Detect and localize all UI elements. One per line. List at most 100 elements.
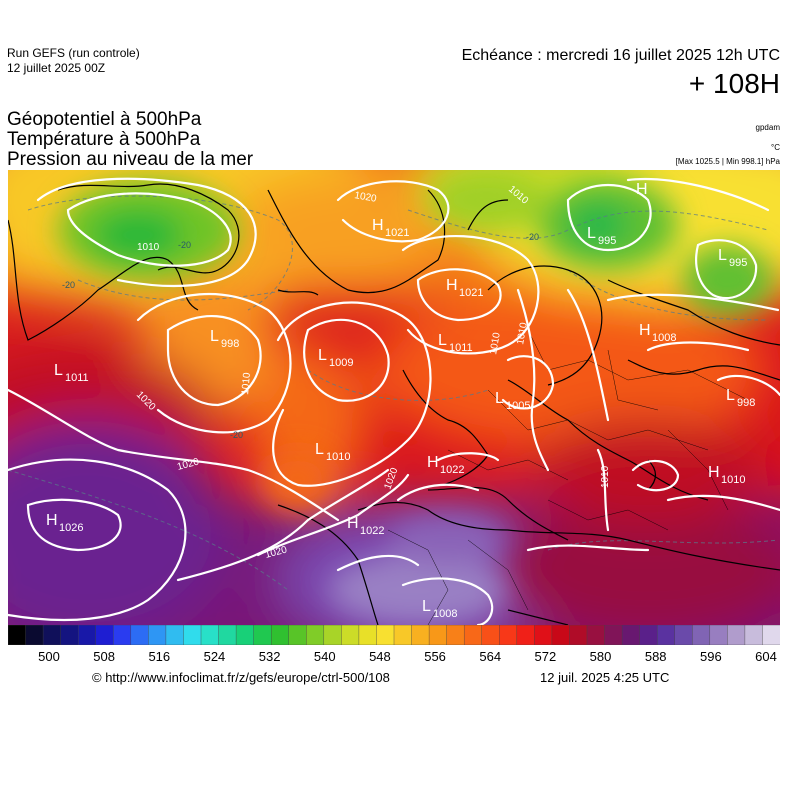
svg-text:H: H — [708, 464, 720, 481]
svg-text:H: H — [446, 277, 458, 294]
colorbar-tick-label: 540 — [313, 649, 336, 664]
colorbar — [8, 625, 780, 645]
svg-text:1021: 1021 — [459, 287, 483, 299]
weather-map: 1020 1010 1010 1020 1020 1020 1010 1010 … — [8, 170, 780, 625]
svg-text:L: L — [54, 362, 63, 379]
coastlines — [8, 183, 780, 625]
pressure-centers: H 1021 H 1021 H 1008 H 1022 H 1022 H 1026 H 101… — [46, 181, 755, 620]
colorbar-swatch — [113, 625, 132, 645]
colorbar-tick-label: 564 — [479, 649, 502, 664]
run-title: Run GEFS (run controle) — [7, 46, 140, 60]
svg-text:1011: 1011 — [449, 342, 473, 354]
svg-text:L: L — [438, 332, 447, 349]
colorbar-swatch — [428, 625, 448, 645]
colorbar-swatch — [341, 625, 360, 645]
colorbar-tick-label: 572 — [534, 649, 557, 664]
colorbar-swatch — [481, 625, 501, 645]
low-pressure-center: L 1010 — [315, 441, 350, 463]
high-pressure-center: H 1022 — [427, 454, 464, 476]
colorbar-swatch — [42, 625, 62, 645]
isotherm-label: -20 — [526, 232, 539, 242]
svg-text:L: L — [422, 598, 431, 615]
colorbar-swatch — [288, 625, 308, 645]
svg-text:1021: 1021 — [385, 227, 409, 239]
isobar-label: 1010 — [488, 331, 503, 355]
svg-text:998: 998 — [737, 397, 755, 409]
colorbar-swatch — [621, 625, 641, 645]
colorbar-swatch — [130, 625, 150, 645]
colorbar-swatch — [218, 625, 237, 645]
colorbar-tick-label: 580 — [589, 649, 612, 664]
colorbar-swatch — [253, 625, 272, 645]
isobar-label: 1010 — [515, 321, 530, 345]
svg-text:H: H — [427, 454, 439, 471]
param-pressure: Pression au niveau de la mer — [7, 149, 254, 170]
colorbar-tick-label: 548 — [369, 649, 391, 664]
colorbar-swatch — [762, 625, 780, 645]
svg-text:1008: 1008 — [433, 608, 457, 620]
isobar-label: 1010 — [137, 242, 160, 253]
low-pressure-center: L 1009 — [318, 347, 353, 369]
svg-text:995: 995 — [729, 257, 747, 269]
svg-text:L: L — [315, 441, 324, 458]
colorbar-swatch — [77, 625, 97, 645]
svg-text:1009: 1009 — [329, 357, 353, 369]
unit-pressure-range: [Max 1025.5 | Min 998.1] hPa — [675, 157, 780, 166]
colorbar-tick-label: 556 — [424, 649, 446, 664]
run-date: 12 juillet 2025 00Z — [7, 61, 106, 75]
generated-timestamp: 12 juil. 2025 4:25 UTC — [540, 670, 670, 685]
isobar-label: 1010 — [240, 372, 253, 396]
low-pressure-center: L 998 — [726, 387, 755, 409]
colorbar-swatch — [674, 625, 694, 645]
svg-text:1010: 1010 — [326, 451, 350, 463]
unit-geopotential: gpdam — [755, 123, 780, 132]
colorbar-swatch — [534, 625, 553, 645]
high-pressure-center: H 1008 — [639, 322, 676, 344]
colorbar-swatch — [463, 625, 483, 645]
colorbar-swatch — [323, 625, 343, 645]
isotherm-labels: -20 -20 -20 -20 — [62, 232, 539, 440]
svg-text:1022: 1022 — [360, 525, 384, 537]
colorbar-tick-label: 604 — [755, 649, 777, 664]
svg-text:H: H — [636, 181, 648, 198]
isotherm-lines — [8, 195, 779, 591]
colorbar-swatch — [516, 625, 536, 645]
colorbar-swatch — [709, 625, 729, 645]
low-pressure-center: L 998 — [210, 328, 239, 350]
colorbar-swatch — [165, 625, 185, 645]
colorbar-swatch — [95, 625, 115, 645]
colorbar-swatch — [569, 625, 588, 645]
colorbar-swatch — [727, 625, 746, 645]
colorbar-swatch — [586, 625, 606, 645]
unit-temperature: °C — [771, 143, 780, 152]
high-pressure-center: H 1022 — [347, 515, 384, 537]
source-credit: © http://www.infoclimat.fr/z/gefs/europe… — [92, 670, 390, 685]
svg-text:L: L — [495, 390, 504, 407]
low-pressure-center: L 1005 — [495, 390, 530, 412]
colorbar-swatch — [270, 625, 290, 645]
param-geopotential: Géopotentiel à 500hPa — [7, 109, 202, 130]
isobar-label: 1010 — [600, 465, 611, 488]
svg-text:L: L — [587, 225, 596, 242]
colorbar-swatch — [393, 625, 413, 645]
high-pressure-center: H 1010 — [708, 464, 745, 486]
svg-text:H: H — [347, 515, 359, 532]
colorbar-tick-label: 500 — [38, 649, 60, 664]
colorbar-swatch — [200, 625, 220, 645]
svg-text:H: H — [46, 512, 58, 529]
low-pressure-center: L 1011 — [54, 362, 89, 384]
colorbar-swatch — [499, 625, 518, 645]
svg-text:1008: 1008 — [652, 332, 676, 344]
colorbar-swatch — [446, 625, 465, 645]
colorbar-swatch — [235, 625, 255, 645]
low-pressure-center: L 995 — [587, 225, 616, 247]
svg-text:1022: 1022 — [440, 464, 464, 476]
isobar-label: 1020 — [353, 190, 377, 205]
svg-text:998: 998 — [221, 338, 239, 350]
colorbar-swatch — [25, 625, 44, 645]
colorbar-tick-label: 588 — [644, 649, 667, 664]
colorbar-swatch — [639, 625, 658, 645]
colorbar-swatch — [358, 625, 378, 645]
svg-text:1010: 1010 — [721, 474, 745, 486]
colorbar-swatch — [306, 625, 325, 645]
